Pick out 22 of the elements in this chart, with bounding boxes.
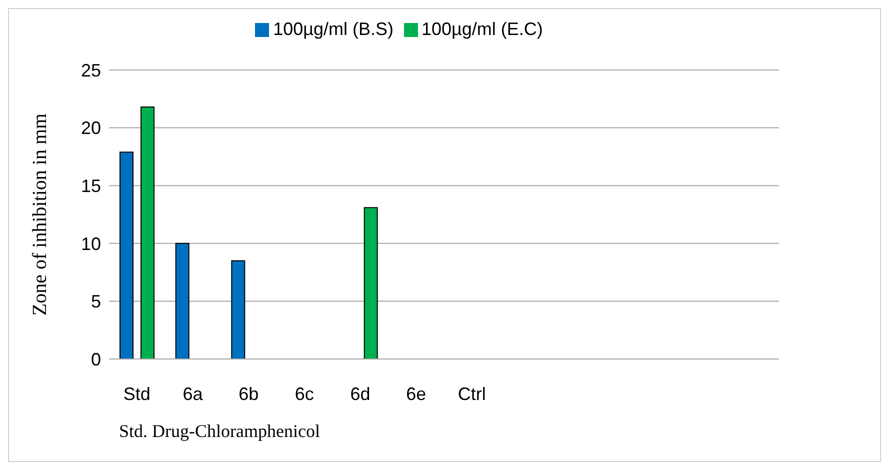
y-axis-title: Zone of inhibition in mm bbox=[29, 112, 52, 316]
x-tick-label: 6d bbox=[350, 384, 370, 404]
y-tick-label: 25 bbox=[80, 60, 101, 80]
x-tick-label: 6e bbox=[406, 384, 426, 404]
bar bbox=[120, 152, 134, 359]
x-tick-label: 6b bbox=[238, 384, 259, 404]
y-tick-label: 10 bbox=[80, 234, 101, 254]
bar bbox=[140, 106, 154, 359]
bar bbox=[175, 242, 190, 359]
bar bbox=[364, 207, 378, 359]
x-tick-label: 6a bbox=[182, 384, 204, 404]
y-tick-label: 0 bbox=[90, 349, 101, 370]
y-tick-label: 15 bbox=[80, 176, 101, 196]
legend-label: 100µg/ml (B.S) bbox=[273, 19, 394, 39]
x-tick-label: Ctrl bbox=[458, 384, 486, 404]
y-tick-label: 5 bbox=[90, 292, 101, 312]
text: Std. Drug-Chloramphenicol bbox=[119, 421, 320, 442]
bar bbox=[231, 260, 246, 359]
y-tick-label: 20 bbox=[80, 118, 101, 138]
legend-label: 100µg/ml (E.C) bbox=[422, 19, 543, 39]
x-tick-label: Std bbox=[123, 384, 150, 404]
x-tick-label: 6c bbox=[294, 384, 314, 404]
